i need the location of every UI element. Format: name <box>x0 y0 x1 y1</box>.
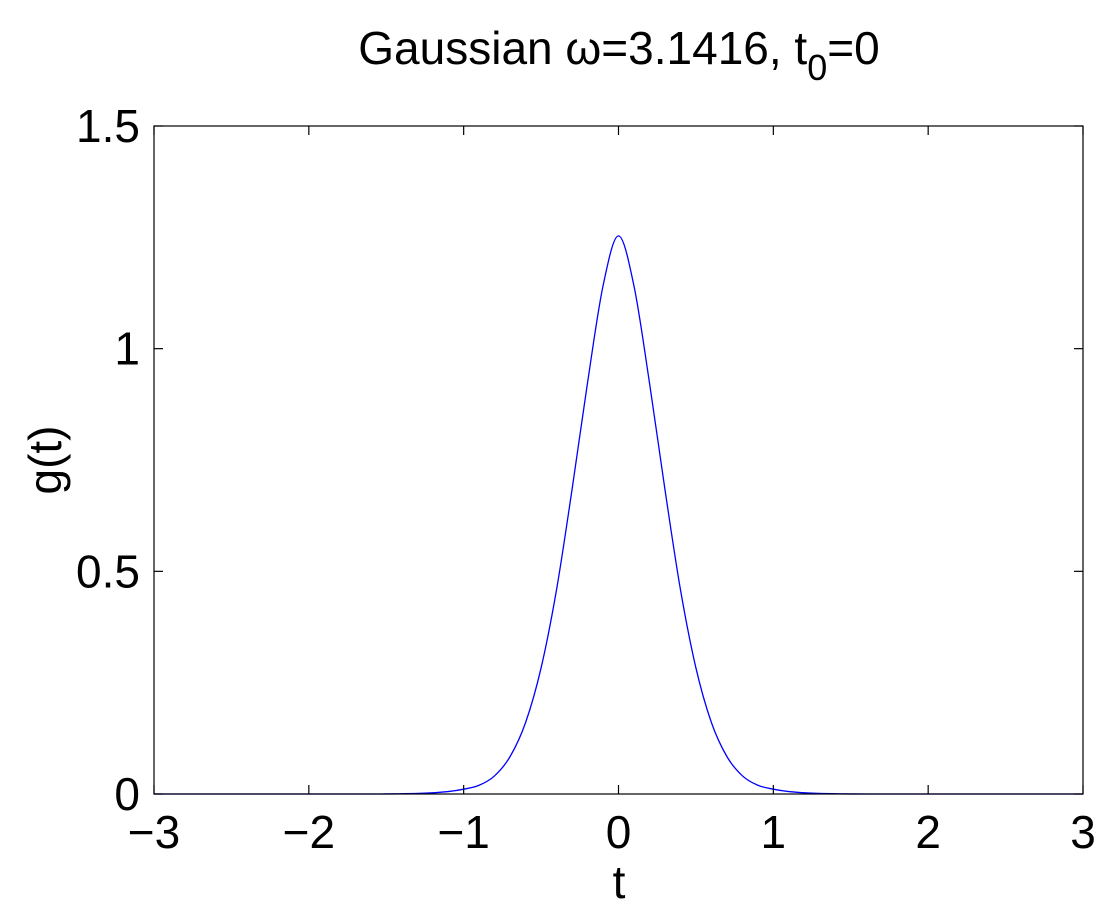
chart-title-suffix: =0 <box>827 22 879 74</box>
x-tick-label: 3 <box>1070 806 1096 858</box>
x-tick-label: 1 <box>761 806 787 858</box>
x-tick-label: 0 <box>606 806 632 858</box>
x-axis: −3 −2 −1 0 1 2 3 <box>128 126 1096 858</box>
y-tick-label: 1 <box>114 323 140 375</box>
y-tick-label: 1.5 <box>76 100 140 152</box>
chart-title: Gaussian ω=3.1416, t0=0 <box>358 22 879 88</box>
plot-area <box>153 125 1084 795</box>
y-axis-label: g(t) <box>19 426 71 495</box>
x-axis-label: t <box>613 856 626 908</box>
x-tick-label: −2 <box>283 806 335 858</box>
series-line <box>154 235 1083 795</box>
x-tick-label: −1 <box>437 806 489 858</box>
y-tick-label: 0 <box>114 768 140 820</box>
axes-box <box>153 125 1084 795</box>
y-tick-label: 0.5 <box>76 545 140 597</box>
chart-title-main: Gaussian ω=3.1416, t <box>358 22 807 74</box>
y-axis: 0 0.5 1 1.5 <box>76 100 1083 820</box>
x-tick-label: −3 <box>128 806 180 858</box>
x-tick-label: 2 <box>915 806 941 858</box>
chart-title-subscript: 0 <box>807 47 827 88</box>
